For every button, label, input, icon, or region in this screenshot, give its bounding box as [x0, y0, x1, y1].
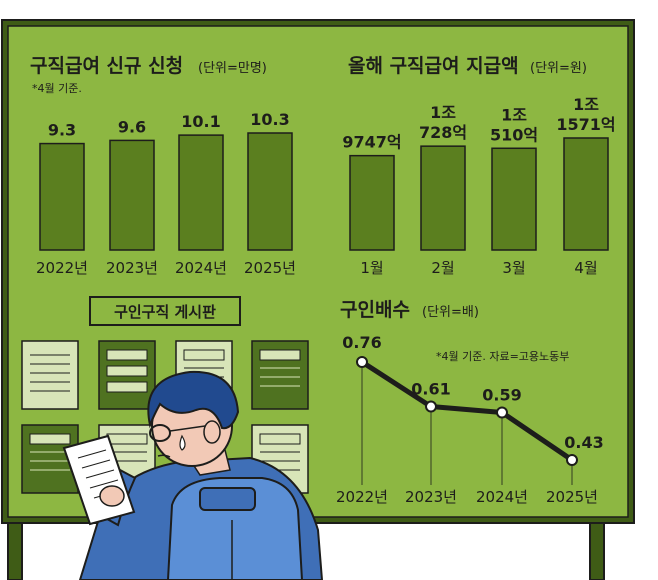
bar — [39, 142, 85, 251]
ratio-unit: (단위=배) — [422, 305, 479, 320]
x-tick-label: 2025년 — [546, 488, 598, 506]
bar-value-label: 728억 — [419, 123, 467, 142]
data-point — [566, 454, 578, 466]
payments-unit: (단위=원) — [530, 61, 587, 76]
bar — [420, 145, 466, 251]
applications-unit: (단위=만명) — [198, 61, 267, 76]
bar-value-label: 9.6 — [118, 117, 146, 136]
bar — [563, 137, 609, 251]
series-line — [360, 359, 574, 463]
bar-value-label: 10.1 — [181, 112, 220, 131]
notice-paper — [98, 340, 156, 410]
payments-title: 올해 구직급여 지급액 — [348, 55, 519, 77]
applications-title: 구직급여 신규 신청 — [30, 55, 183, 77]
ratio-title: 구인배수 — [340, 299, 410, 321]
point-value-label: 0.59 — [482, 385, 521, 404]
data-point — [356, 356, 368, 368]
point-value-label: 0.76 — [342, 333, 381, 352]
bar-value-label: 1571억 — [556, 115, 615, 134]
x-tick-label: 4월 — [574, 259, 597, 277]
x-tick-label: 2023년 — [106, 259, 158, 277]
bar-value-label: 9747억 — [342, 133, 401, 152]
x-tick-label: 2024년 — [476, 488, 528, 506]
hand — [99, 485, 125, 507]
board-sign-box — [89, 296, 241, 326]
job-ratio-chart: 구인배수 (단위=배) *4월 기준. 자료=고용노동부 0.76 2022년 0.… — [336, 299, 604, 506]
data-point — [425, 400, 437, 413]
bar — [349, 154, 395, 251]
ratio-note: *4월 기준. 자료=고용노동부 — [436, 350, 569, 363]
bar-value-label: 1조 — [501, 105, 527, 124]
bar — [178, 134, 224, 251]
x-tick-label: 2025년 — [244, 259, 296, 277]
notice-paper — [21, 340, 79, 410]
board-leg-right — [589, 519, 605, 580]
applications-note: *4월 기준. — [32, 82, 82, 95]
board-sign: 구인구직 게시판 — [114, 303, 216, 321]
bar-value-label: 1조 — [430, 103, 456, 122]
x-tick-label: 2월 — [431, 259, 454, 277]
point-value-label: 0.61 — [411, 380, 450, 399]
x-tick-label: 2022년 — [36, 259, 88, 277]
bar-value-label: 1조 — [573, 95, 599, 114]
x-tick-label: 1월 — [360, 259, 383, 277]
bar — [109, 139, 155, 251]
bar-value-label: 510억 — [490, 125, 538, 144]
x-tick-label: 2024년 — [175, 259, 227, 277]
backpack-strap — [199, 487, 256, 511]
point-value-label: 0.43 — [564, 433, 603, 452]
glasses — [149, 424, 171, 442]
data-point — [496, 406, 508, 419]
x-tick-label: 2023년 — [405, 488, 457, 506]
payments-chart: 올해 구직급여 지급액 (단위=원) 9747억1월1조728억2월1조510억… — [342, 55, 615, 277]
notice-paper — [251, 340, 309, 410]
x-tick-label: 3월 — [502, 259, 525, 277]
hair — [147, 370, 240, 430]
applications-chart: 구직급여 신규 신청 (단위=만명) *4월 기준. 9.3 2022년 9.6 20… — [30, 55, 296, 277]
bar-value-label: 9.3 — [48, 121, 76, 140]
x-tick-label: 2022년 — [336, 488, 388, 506]
bar-value-label: 10.3 — [250, 110, 289, 129]
bar — [247, 132, 293, 251]
bar — [491, 147, 537, 251]
job-seeker-figure — [62, 370, 324, 580]
board-leg-left — [7, 519, 23, 580]
sweat-drop — [179, 434, 186, 451]
